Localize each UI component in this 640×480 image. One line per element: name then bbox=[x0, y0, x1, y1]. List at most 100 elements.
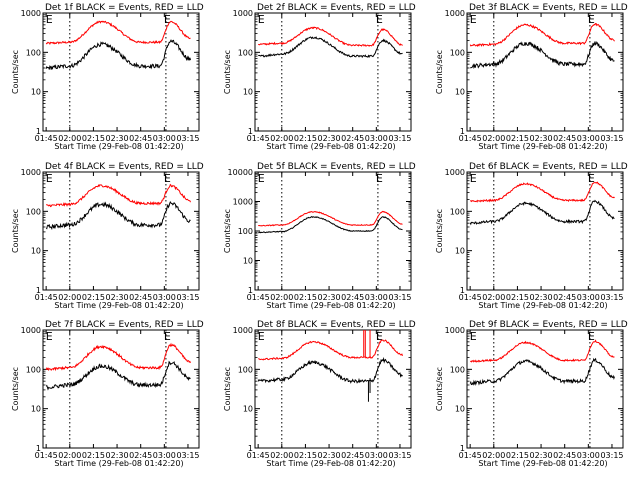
y-tick-label: 100 bbox=[26, 365, 41, 374]
y-tick-label: 10 bbox=[31, 247, 41, 256]
y-axis-label: Counts/sec bbox=[11, 367, 20, 411]
event-rate-line bbox=[469, 199, 615, 226]
x-tick-label: 02:30 bbox=[318, 134, 341, 143]
y-tick-label: 100 bbox=[238, 48, 253, 57]
x-tick-label: 02:00 bbox=[482, 451, 505, 460]
x-tick-label: 02:30 bbox=[530, 134, 553, 143]
x-tick-label: 02:00 bbox=[270, 451, 293, 460]
x-tick-label: 02:45 bbox=[553, 451, 576, 460]
event-marker-label: E bbox=[46, 172, 53, 185]
plot-frame bbox=[254, 329, 412, 449]
x-tick-label: 03:00 bbox=[153, 134, 176, 143]
y-axis-label: Counts/sec bbox=[11, 50, 20, 94]
event-marker-label: E bbox=[258, 172, 265, 185]
event-marker-label: E bbox=[588, 13, 595, 26]
y-tick-label: 100 bbox=[450, 365, 465, 374]
plot-frame bbox=[466, 329, 624, 449]
y-tick-label: 1 bbox=[460, 444, 465, 453]
x-tick-label: 02:45 bbox=[341, 451, 364, 460]
y-tick-label: 1000 bbox=[21, 168, 41, 177]
lld-rate-line bbox=[46, 183, 191, 208]
panel-title: Det 9f BLACK = Events, RED = LLD bbox=[469, 320, 628, 330]
lld-rate-line bbox=[258, 339, 403, 361]
x-tick-label: 02:00 bbox=[58, 134, 81, 143]
event-marker-label: E bbox=[164, 13, 171, 26]
y-tick-label: 1 bbox=[248, 444, 253, 453]
event-rate-line bbox=[469, 357, 615, 386]
x-tick-label: 02:30 bbox=[106, 451, 129, 460]
x-tick-label: 03:15 bbox=[388, 134, 411, 143]
lld-rate-line bbox=[470, 339, 615, 363]
x-axis-label: Start Time (29-Feb-08 01:42:20) bbox=[266, 142, 395, 151]
y-tick-label: 1 bbox=[36, 286, 41, 295]
event-marker-label: E bbox=[470, 172, 477, 185]
x-tick-label: 02:45 bbox=[129, 451, 152, 460]
x-tick-label: 02:15 bbox=[294, 293, 317, 302]
y-axis-label: Counts/sec bbox=[223, 50, 232, 94]
plot-frame bbox=[254, 171, 412, 291]
event-marker-label: E bbox=[588, 330, 595, 343]
x-tick-label: 02:15 bbox=[82, 134, 105, 143]
detector-panel: Det 7f BLACK = Events, RED = LLD 01:45 02:… bbox=[11, 320, 204, 468]
x-axis-label: Start Time (29-Feb-08 01:42:20) bbox=[478, 301, 607, 310]
y-tick-label: 1000 bbox=[445, 326, 465, 335]
x-tick-label: 03:00 bbox=[577, 293, 600, 302]
y-tick-label: 1000 bbox=[445, 9, 465, 18]
x-tick-label: 01:45 bbox=[35, 451, 58, 460]
x-tick-label: 02:15 bbox=[82, 293, 105, 302]
lld-rate-line bbox=[45, 342, 191, 372]
y-tick-label: 1 bbox=[248, 127, 253, 136]
panel-title: Det 5f BLACK = Events, RED = LLD bbox=[257, 162, 416, 172]
x-tick-label: 01:45 bbox=[35, 293, 58, 302]
x-tick-label: 02:15 bbox=[506, 293, 529, 302]
x-tick-label: 02:30 bbox=[530, 293, 553, 302]
y-tick-label: 10000 bbox=[228, 168, 253, 177]
y-axis-label: Counts/sec bbox=[435, 209, 444, 253]
y-tick-label: 1 bbox=[36, 444, 41, 453]
x-tick-label: 03:00 bbox=[577, 451, 600, 460]
event-marker-label: E bbox=[588, 172, 595, 185]
y-tick-label: 1 bbox=[36, 127, 41, 136]
panel-title: Det 1f BLACK = Events, RED = LLD bbox=[45, 3, 204, 13]
event-marker-label: E bbox=[164, 330, 171, 343]
y-tick-label: 1000 bbox=[233, 198, 253, 207]
y-tick-label: 10 bbox=[243, 88, 253, 97]
x-tick-label: 03:15 bbox=[176, 293, 199, 302]
panel-title: Det 8f BLACK = Events, RED = LLD bbox=[257, 320, 416, 330]
lld-rate-line bbox=[257, 26, 403, 47]
plot-frame bbox=[466, 171, 624, 291]
y-tick-label: 10 bbox=[31, 405, 41, 414]
y-tick-label: 1000 bbox=[233, 9, 253, 18]
x-tick-label: 01:45 bbox=[247, 293, 270, 302]
x-tick-label: 01:45 bbox=[247, 134, 270, 143]
plot-frame bbox=[466, 12, 624, 132]
event-marker-label: E bbox=[376, 172, 383, 185]
panel-title: Det 7f BLACK = Events, RED = LLD bbox=[45, 320, 204, 330]
x-tick-label: 03:00 bbox=[365, 134, 388, 143]
lld-rate-line bbox=[469, 181, 615, 203]
panel-title: Det 2f BLACK = Events, RED = LLD bbox=[257, 3, 416, 13]
panel-title: Det 3f BLACK = Events, RED = LLD bbox=[469, 3, 628, 13]
x-tick-label: 01:45 bbox=[459, 293, 482, 302]
y-tick-label: 1000 bbox=[445, 168, 465, 177]
event-marker-label: E bbox=[164, 172, 171, 185]
x-tick-label: 02:00 bbox=[270, 293, 293, 302]
x-tick-label: 02:30 bbox=[318, 293, 341, 302]
x-tick-label: 02:30 bbox=[106, 293, 129, 302]
x-tick-label: 02:45 bbox=[553, 293, 576, 302]
y-tick-label: 1000 bbox=[21, 326, 41, 335]
x-tick-label: 01:45 bbox=[459, 451, 482, 460]
x-tick-label: 03:15 bbox=[176, 451, 199, 460]
x-tick-label: 02:15 bbox=[294, 134, 317, 143]
x-tick-label: 03:15 bbox=[388, 451, 411, 460]
event-rate-line bbox=[258, 215, 403, 234]
x-tick-label: 02:15 bbox=[82, 451, 105, 460]
event-rate-line bbox=[258, 36, 403, 59]
lld-rate-line bbox=[258, 210, 403, 227]
event-marker-label: E bbox=[258, 13, 265, 26]
x-tick-label: 02:00 bbox=[482, 134, 505, 143]
